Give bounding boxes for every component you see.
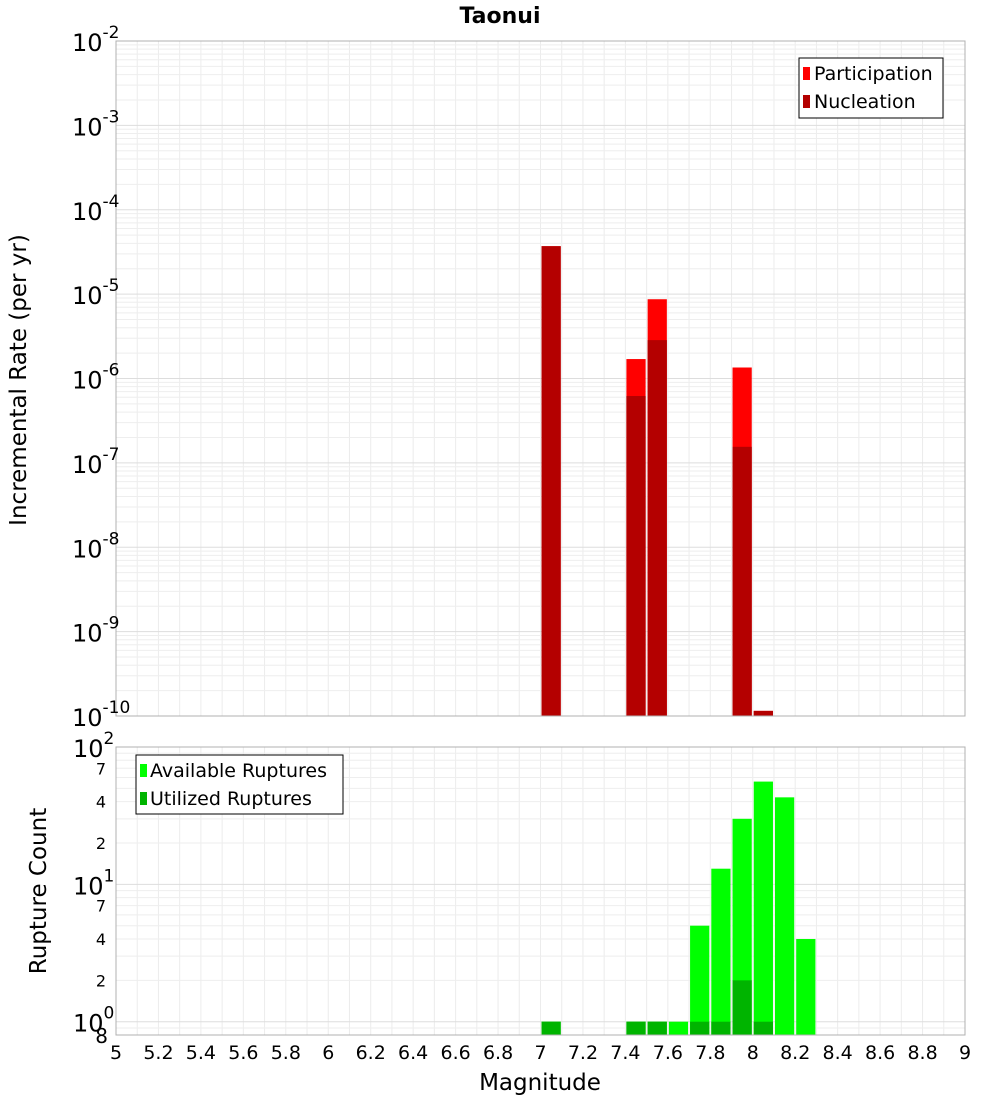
bottom-y-tick-label-minor: 7 (96, 897, 106, 916)
x-tick-label: 5.8 (271, 1042, 301, 1064)
x-tick-label: 7.2 (568, 1042, 598, 1064)
bottom-y-tick-label-minor: 4 (96, 930, 106, 949)
top-legend: Participation Nucleation (798, 57, 944, 119)
bot-bars (541, 781, 816, 1035)
x-tick-label: 8.6 (865, 1042, 895, 1064)
x-tick-label: 7.6 (653, 1042, 683, 1064)
legend-label-available-ruptures: Available Ruptures (150, 760, 327, 782)
bottom-bar-utilized-ruptures (690, 1021, 710, 1035)
legend-swatch-participation (803, 67, 810, 80)
top-y-tick-label: 10-4 (72, 192, 120, 226)
bottom-bar-available-ruptures (711, 868, 731, 1035)
bottom-bar-available-ruptures (774, 797, 795, 1035)
x-tick-label: 6.6 (440, 1042, 470, 1064)
bottom-y-tick-label-minor: 4 (96, 793, 106, 812)
legend-label-nucleation: Nucleation (814, 91, 916, 113)
x-tick-label: 7 (534, 1042, 546, 1064)
bottom-bar-utilized-ruptures (541, 1021, 561, 1035)
bottom-bar-utilized-ruptures (711, 1021, 731, 1035)
x-tick-label: 7.4 (610, 1042, 640, 1064)
top-grid (115, 41, 966, 717)
top-plot-frame (115, 40, 966, 717)
bottom-y-tick-label-major: 102 (73, 729, 114, 763)
x-tick-label: 5.2 (143, 1042, 173, 1064)
bottom-y-tick-label-minor: 2 (96, 971, 106, 990)
top-bar-nucleation (732, 446, 752, 716)
bottom-y-axis-label: Rupture Count (26, 808, 52, 974)
top-bar-nucleation (753, 710, 773, 716)
x-tick-label: 5.6 (228, 1042, 258, 1064)
x-tick-label: 9 (959, 1042, 971, 1064)
bottom-bar-available-ruptures (690, 925, 710, 1035)
x-tick-label: 7.8 (695, 1042, 725, 1064)
top-bar-nucleation (626, 396, 646, 716)
legend-label-participation: Participation (814, 63, 933, 85)
top-y-tick-label: 10-10 (72, 698, 130, 732)
bottom-y-tick-label-minor: 2 (96, 834, 106, 853)
x-ticks: 5 5.2 5.4 5.6 5.8 6 6.2 6.4 6.6 6.8 7 7.2 7.4 7.6 7.8 8… (110, 1042, 971, 1064)
top-y-tick-label: 10-2 (72, 23, 120, 57)
bottom-y-tick-label-minor: 7 (96, 759, 106, 778)
bottom-bar-utilized-ruptures (753, 1021, 773, 1035)
bottom-legend: Available Ruptures Utilized Ruptures (135, 754, 344, 815)
top-y-tick-label: 10-8 (72, 529, 120, 563)
x-tick-label: 8.2 (780, 1042, 810, 1064)
bottom-bar-available-ruptures (796, 939, 816, 1035)
legend-swatch-utilized-ruptures (140, 792, 147, 805)
x-tick-label: 6.4 (398, 1042, 428, 1064)
top-y-tick-label: 10-9 (72, 614, 120, 648)
top-y-axis-label: Incremental Rate (per yr) (6, 234, 32, 526)
top-y-tick-label: 10-3 (72, 107, 120, 141)
x-tick-label: 6 (322, 1042, 334, 1064)
x-axis-label: Magnitude (479, 1070, 601, 1096)
x-tick-label: 5.4 (186, 1042, 216, 1064)
bottom-plot-frame (115, 746, 966, 1036)
bottom-y-tick-label-major: 100 (73, 1004, 114, 1038)
x-tick-label: 8 (747, 1042, 759, 1064)
chart-title: Taonui (460, 4, 541, 29)
bottom-y-tick-label-major: 101 (73, 866, 114, 900)
bottom-bar-available-ruptures (753, 781, 773, 1035)
top-bar-nucleation (541, 246, 561, 716)
bottom-bar-utilized-ruptures (647, 1021, 667, 1035)
bottom-legend-box (135, 754, 344, 815)
x-tick-label: 8.8 (907, 1042, 937, 1064)
x-tick-label: 6.2 (356, 1042, 386, 1064)
bottom-bar-utilized-ruptures (626, 1021, 646, 1035)
bottom-bar-available-ruptures (668, 1021, 689, 1035)
legend-swatch-nucleation (803, 95, 810, 108)
top-y-tick-label: 10-7 (72, 445, 120, 479)
legend-label-utilized-ruptures: Utilized Ruptures (150, 788, 312, 810)
bottom-y-tick-label-minor: 8 (95, 1024, 108, 1048)
x-tick-label: 8.4 (823, 1042, 853, 1064)
top-bars (541, 246, 773, 716)
bottom-bar-utilized-ruptures (732, 980, 752, 1035)
top-legend-box (798, 57, 944, 119)
bottom-y-ticks: 102 101 100 7 4 2 7 4 2 8 (73, 729, 114, 1048)
top-y-tick-label: 10-5 (72, 276, 120, 310)
x-tick-label: 5 (110, 1042, 122, 1064)
top-y-tick-label: 10-6 (72, 361, 120, 395)
x-tick-label: 6.8 (483, 1042, 513, 1064)
top-bar-nucleation (647, 340, 667, 716)
top-y-ticks: 10-2 10-3 10-4 10-5 10-6 10-7 10-8 10-9 10-10 (72, 23, 130, 732)
legend-swatch-available-ruptures (140, 764, 147, 777)
